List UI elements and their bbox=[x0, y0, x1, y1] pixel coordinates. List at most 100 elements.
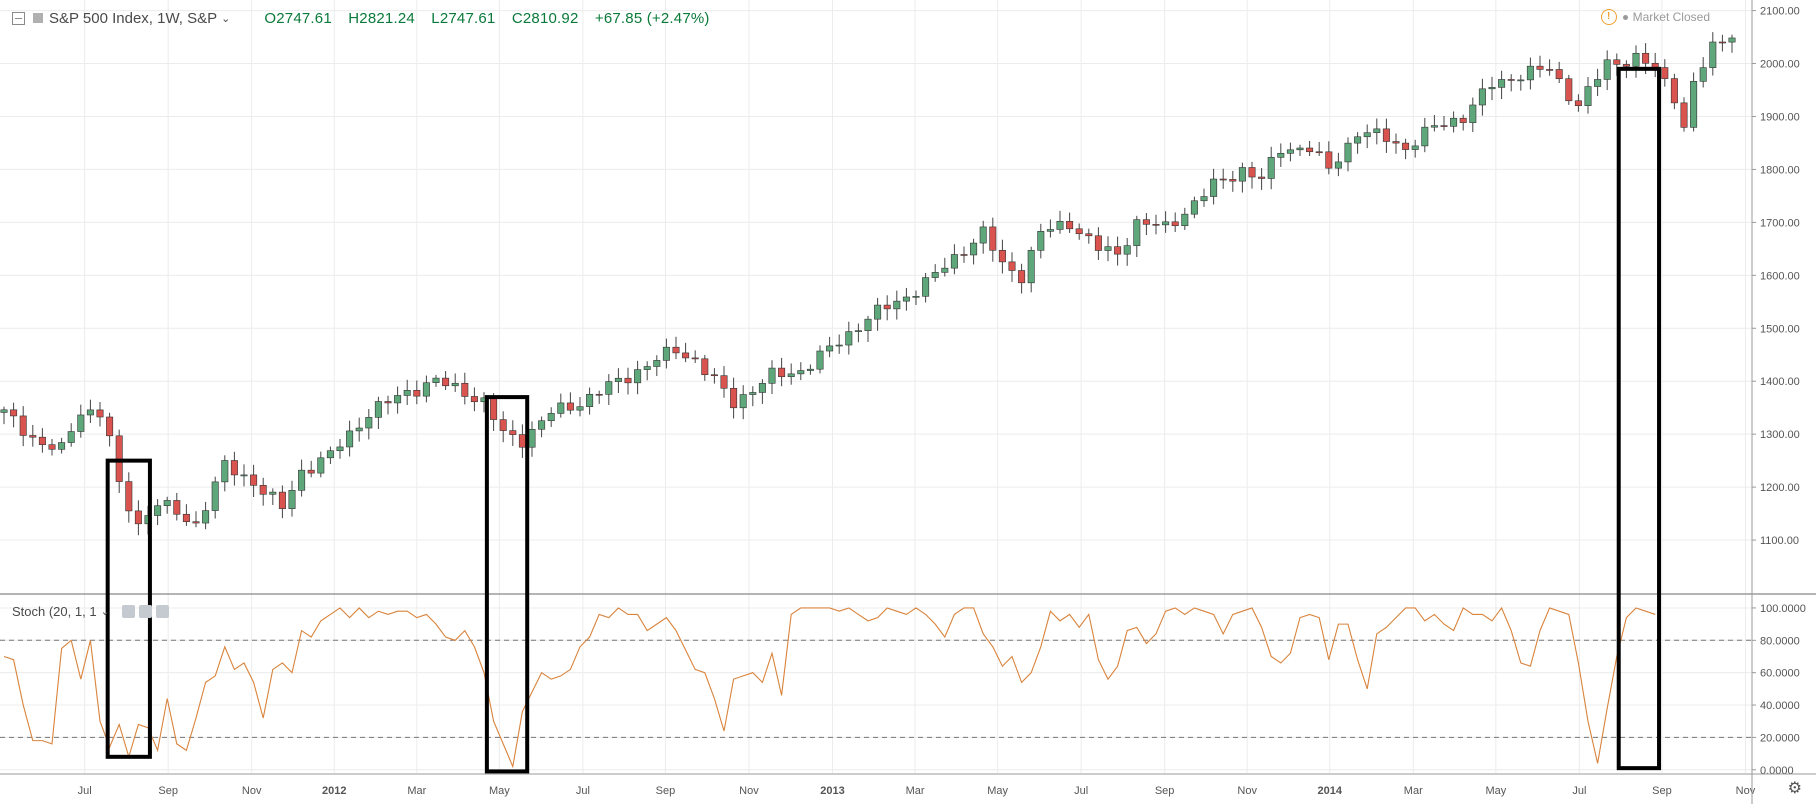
price-tick-label: 1600.00 bbox=[1760, 270, 1800, 282]
close-icon[interactable] bbox=[155, 605, 169, 618]
candle-body bbox=[365, 417, 373, 429]
settings-icon[interactable] bbox=[138, 605, 152, 618]
candle-body bbox=[1027, 250, 1035, 284]
candle-body bbox=[1603, 59, 1611, 80]
candle-body bbox=[1162, 221, 1170, 226]
candle-body bbox=[1498, 79, 1506, 88]
candle-body bbox=[211, 481, 219, 511]
candle-body bbox=[1584, 86, 1592, 106]
candle-body bbox=[614, 377, 622, 382]
candle-body bbox=[720, 375, 728, 389]
candle-body bbox=[806, 368, 814, 371]
x-tick-label: 2013 bbox=[820, 785, 844, 797]
chevron-down-icon[interactable]: ⌄ bbox=[221, 12, 231, 25]
candle-body bbox=[221, 460, 229, 483]
market-status-label: Market Closed bbox=[1632, 10, 1710, 24]
candle-body bbox=[202, 510, 210, 524]
x-tick-label: May bbox=[1485, 785, 1506, 797]
candle-body bbox=[624, 377, 632, 384]
x-tick-label: Jul bbox=[1572, 785, 1586, 797]
stoch-tick-label: 100.0000 bbox=[1760, 603, 1806, 615]
candle-body bbox=[490, 397, 498, 420]
x-tick-label: May bbox=[489, 785, 510, 797]
candle-body bbox=[518, 434, 526, 448]
x-tick-label: Sep bbox=[158, 785, 178, 797]
candle-body bbox=[259, 485, 267, 495]
candle-body bbox=[1085, 233, 1093, 237]
warning-icon[interactable]: ! bbox=[1600, 9, 1617, 25]
candle-body bbox=[192, 521, 200, 524]
candle-body bbox=[739, 394, 747, 409]
candle-body bbox=[307, 469, 315, 474]
indicator-label[interactable]: Stoch (20, 1, 1 bbox=[12, 604, 97, 619]
candle-body bbox=[634, 369, 642, 384]
candle-body bbox=[1018, 270, 1026, 284]
candle-body bbox=[912, 295, 920, 298]
annotation-box bbox=[484, 395, 530, 774]
collapse-icon[interactable] bbox=[12, 11, 25, 25]
candle-body bbox=[643, 366, 651, 370]
status-dot-icon bbox=[1622, 14, 1628, 20]
price-tick-label: 1300.00 bbox=[1760, 429, 1800, 441]
candle-body bbox=[941, 267, 949, 273]
candle-body bbox=[1440, 125, 1448, 127]
candle-body bbox=[269, 491, 277, 495]
candle-body bbox=[1670, 78, 1678, 104]
x-tick-label: Nov bbox=[1237, 785, 1257, 797]
candle-body bbox=[1594, 79, 1602, 87]
candle-body bbox=[1709, 41, 1717, 68]
candle-body bbox=[691, 357, 699, 360]
candle-body bbox=[1469, 104, 1477, 123]
candle-body bbox=[1123, 245, 1131, 255]
symbol-title[interactable]: S&P 500 Index, 1W, S&P bbox=[49, 9, 218, 27]
candle-body bbox=[1555, 69, 1563, 80]
price-tick-label: 1400.00 bbox=[1760, 376, 1800, 388]
gear-icon[interactable]: ⚙ bbox=[1787, 780, 1802, 797]
x-tick-label: Nov bbox=[739, 785, 759, 797]
candle-body bbox=[1267, 157, 1275, 179]
x-tick-label: Nov bbox=[1736, 785, 1756, 797]
stoch-tick-label: 80.0000 bbox=[1760, 635, 1800, 647]
candle-body bbox=[1478, 88, 1486, 106]
candle-body bbox=[1536, 65, 1544, 70]
chevron-down-icon[interactable]: ⌄ bbox=[100, 606, 110, 618]
candle-body bbox=[1699, 67, 1707, 82]
candle-body bbox=[1075, 228, 1083, 235]
candle-body bbox=[1037, 231, 1045, 251]
x-tick-label: Mar bbox=[407, 785, 426, 797]
candle-body bbox=[1142, 219, 1150, 225]
candle-body bbox=[19, 415, 27, 436]
candle-body bbox=[1286, 149, 1294, 154]
candle-body bbox=[1421, 126, 1429, 147]
candle-body bbox=[154, 505, 162, 516]
candle-body bbox=[499, 419, 507, 431]
stoch-tick-label: 40.0000 bbox=[1760, 700, 1800, 712]
x-tick-label: Sep bbox=[656, 785, 676, 797]
candle-body bbox=[816, 350, 824, 370]
candle-body bbox=[1373, 128, 1381, 134]
candle-body bbox=[163, 500, 171, 507]
candle-body bbox=[1546, 69, 1554, 71]
indicator-header: Stoch (20, 1, 1 ⌄ bbox=[12, 604, 169, 619]
candle-body bbox=[1229, 179, 1237, 182]
candle-body bbox=[710, 374, 718, 377]
candle-body bbox=[298, 469, 306, 491]
candle-body bbox=[970, 242, 978, 256]
candle-body bbox=[557, 402, 565, 414]
candle-body bbox=[346, 430, 354, 448]
candle-body bbox=[1574, 100, 1582, 106]
candle-body bbox=[893, 300, 901, 310]
candle-body bbox=[979, 226, 987, 244]
candle-body bbox=[288, 490, 296, 509]
candle-body bbox=[1277, 153, 1285, 158]
candle-body bbox=[538, 420, 546, 430]
close-value: C2810.92 bbox=[511, 9, 579, 27]
eye-icon[interactable] bbox=[121, 605, 135, 618]
candle-body bbox=[1325, 151, 1333, 169]
x-tick-label: Mar bbox=[1404, 785, 1423, 797]
candle-body bbox=[1315, 151, 1323, 154]
change-value: +67.85 (+2.47%) bbox=[594, 9, 710, 27]
market-status: ! Market Closed bbox=[1600, 9, 1710, 25]
